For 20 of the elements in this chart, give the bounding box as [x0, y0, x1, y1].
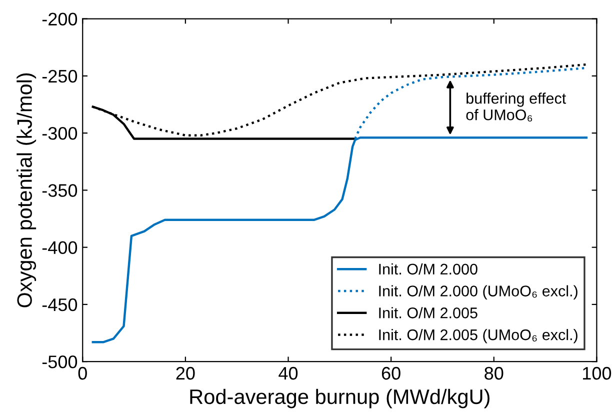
y-tick-label: -450: [42, 298, 78, 312]
legend-label: Init. O/M 2.005: [379, 307, 478, 318]
y-axis-title: Oxygen potential (kJ/mol): [16, 73, 36, 308]
x-axis-title: Rod-average burnup (MWd/kgU): [190, 388, 490, 408]
y-tick-label: -250: [42, 70, 78, 83]
x-tick-label: 60: [382, 366, 400, 380]
legend-label: Init. O/M 2.000 (UMoO₆ excl.): [379, 285, 578, 300]
x-tick-label: 0: [78, 366, 87, 380]
y-tick-label: -500: [42, 356, 78, 368]
x-tick-label: 20: [176, 366, 195, 380]
annotation: buffering effect of UMoO₆: [466, 92, 566, 122]
y-tick-label: -400: [42, 241, 78, 254]
y-tick-label: -200: [42, 12, 78, 26]
legend-label: Init. O/M 2.000: [379, 263, 478, 275]
x-tick-label: 80: [484, 366, 504, 380]
y-tick-label: -300: [42, 127, 78, 140]
legend-label: Init. O/M 2.005 (UMoO₆ excl.): [379, 328, 578, 344]
x-tick-label: 100: [583, 366, 612, 380]
y-tick-label: -350: [42, 184, 78, 197]
x-tick-label: 40: [278, 366, 298, 380]
